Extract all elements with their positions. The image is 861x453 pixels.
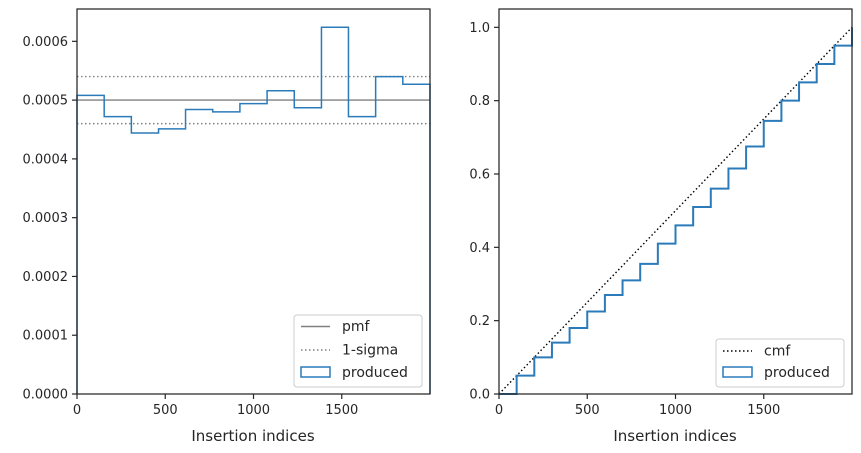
histogram-bar: [213, 112, 240, 394]
left-ticks: 0 500 1000 1500 0.0000 0.0001 0.0002 0.0003 0.00…: [23, 35, 359, 418]
left-ytick-label: 0.0002: [23, 270, 69, 285]
histogram-bar: [159, 129, 186, 394]
right-ticks: 0 500 1000 1500 0.0 0.2 0.4 0.6 0.8 1.0: [469, 21, 780, 418]
histogram-bar: [186, 110, 213, 394]
legend-sigma-label: 1-sigma: [342, 343, 398, 359]
legend-produced-label-right: produced: [764, 365, 830, 381]
left-x-axis-label: Insertion indices: [191, 427, 314, 445]
legend-produced-label: produced: [342, 365, 408, 381]
histogram-bar: [267, 91, 294, 394]
left-xtick-label: 1500: [325, 403, 358, 418]
left-ytick-label: 0.0004: [23, 152, 69, 167]
left-xtick-label: 500: [153, 403, 178, 418]
histogram-bar: [240, 104, 267, 394]
right-plot-area: [499, 9, 852, 394]
produced-histogram: [76, 26, 431, 394]
right-ytick-label: 0.2: [469, 314, 490, 329]
left-ytick-label: 0.0005: [23, 94, 69, 109]
histogram-bar: [104, 117, 131, 394]
legend-produced-swatch: [300, 366, 331, 378]
right-ytick-label: 0.8: [469, 94, 490, 109]
left-legend: pmf 1-sigma produced: [293, 314, 423, 388]
left-marks: [76, 26, 431, 394]
left-xtick-label: 0: [73, 403, 81, 418]
left-ytick-label: 0.0003: [23, 211, 69, 226]
left-legend-frame: [293, 314, 423, 388]
right-ytick-label: 0.6: [469, 168, 490, 183]
right-marks: [498, 26, 853, 395]
left-ytick-label: 0.0006: [23, 35, 69, 50]
left-xtick-label: 1000: [237, 403, 270, 418]
legend-produced-swatch-right: [722, 366, 753, 378]
histogram-bar: [131, 133, 158, 394]
right-xtick-label: 1000: [659, 403, 692, 418]
cmf-line: [498, 26, 853, 395]
right-ytick-label: 1.0: [469, 21, 490, 36]
cumulative-panel: 0 500 1000 1500 0.0 0.2 0.4 0.6 0.8 1.0 Insertion…: [469, 8, 853, 445]
legend-cmf-label: cmf: [764, 344, 791, 360]
histogram-panel: 0 500 1000 1500 0.0000 0.0001 0.0002 0.0003 0.00…: [23, 8, 431, 445]
left-ytick-label: 0.0001: [23, 329, 69, 344]
right-x-axis-label: Insertion indices: [613, 427, 736, 445]
right-xtick-label: 1500: [747, 403, 780, 418]
right-ytick-label: 0.0: [469, 388, 490, 403]
right-xtick-label: 500: [575, 403, 600, 418]
left-ytick-label: 0.0000: [23, 388, 69, 403]
legend-pmf-label: pmf: [342, 319, 371, 335]
histogram-bar: [77, 95, 104, 394]
produced-cumulative-line: [499, 27, 853, 395]
right-ytick-label: 0.4: [469, 241, 490, 256]
right-xtick-label: 0: [495, 403, 503, 418]
right-legend: cmf produced: [715, 338, 845, 388]
